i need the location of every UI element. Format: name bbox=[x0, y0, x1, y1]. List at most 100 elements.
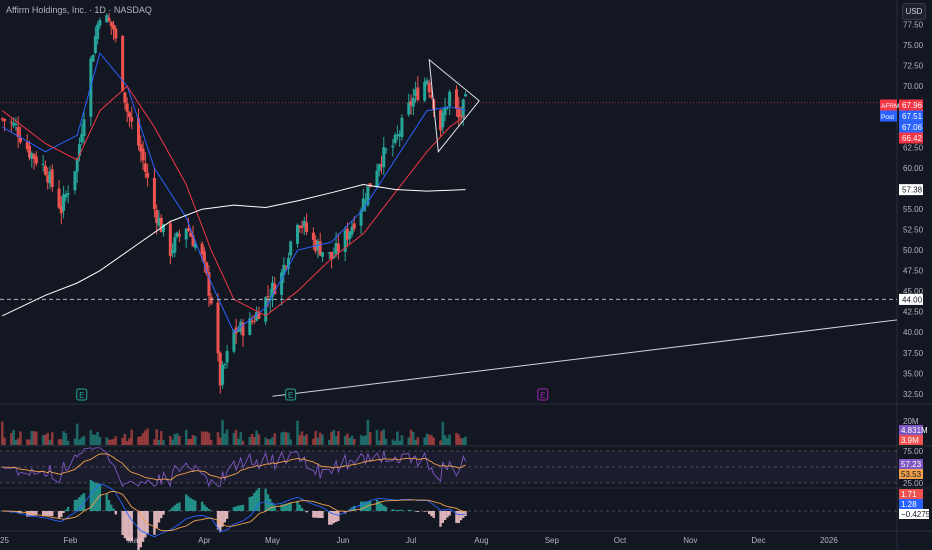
macd-histogram-bar bbox=[250, 496, 254, 511]
macd-histogram-bar bbox=[26, 511, 29, 517]
macd-histogram-bar bbox=[255, 490, 258, 511]
volume-bar bbox=[50, 432, 54, 445]
candle-body bbox=[218, 352, 222, 386]
x-tick-label: 2025 bbox=[0, 536, 9, 545]
candle-body bbox=[175, 232, 179, 237]
volume-bar bbox=[302, 435, 306, 445]
candle-body bbox=[427, 82, 431, 93]
volume-bar bbox=[255, 430, 258, 445]
macd-histogram-bar bbox=[76, 499, 79, 511]
macd-line bbox=[2, 483, 466, 538]
volume-bar bbox=[234, 429, 238, 445]
macd-histogram-bar bbox=[162, 511, 165, 515]
volume-bar bbox=[153, 439, 156, 445]
volume-bar bbox=[334, 436, 338, 445]
macd-histogram-bar bbox=[205, 507, 208, 511]
candle-body bbox=[189, 232, 193, 237]
volume-bar bbox=[459, 438, 463, 445]
candle-body bbox=[409, 101, 413, 106]
price-label bbox=[899, 184, 923, 196]
candle-body bbox=[223, 364, 227, 366]
macd-histogram-bar bbox=[80, 494, 83, 511]
candle-body bbox=[382, 147, 386, 168]
candle-body bbox=[302, 220, 306, 227]
candle-body bbox=[143, 163, 147, 172]
volume-bar bbox=[98, 436, 102, 445]
volume-bar bbox=[384, 438, 388, 445]
macd-histogram-bar bbox=[375, 499, 379, 511]
volume-bar bbox=[189, 438, 193, 445]
candle-body bbox=[348, 231, 352, 239]
macd-histogram-bar bbox=[123, 511, 127, 539]
histogram-label bbox=[899, 509, 929, 519]
candle-body bbox=[464, 94, 468, 97]
volume-bar bbox=[287, 432, 290, 445]
macd-signal-line bbox=[2, 490, 466, 532]
macd-histogram-bar bbox=[393, 510, 397, 511]
macd-histogram-bar bbox=[89, 480, 93, 511]
candle-body bbox=[448, 91, 452, 107]
x-tick-label: Oct bbox=[614, 536, 627, 545]
macd-histogram-bar bbox=[112, 508, 115, 511]
macd-histogram-bar bbox=[378, 501, 381, 511]
candle-body bbox=[105, 15, 109, 23]
moving-average-line bbox=[2, 183, 466, 317]
volume-bar bbox=[364, 435, 367, 445]
volume-bar bbox=[96, 431, 99, 445]
volume-bar bbox=[346, 433, 349, 445]
volume-bar bbox=[218, 437, 222, 445]
volume-bar bbox=[343, 435, 347, 445]
volume-bar bbox=[41, 435, 45, 445]
volume-bar bbox=[330, 431, 333, 445]
macd-histogram-bar bbox=[169, 509, 172, 511]
macd-histogram-bar bbox=[200, 501, 204, 511]
macd-histogram-bar bbox=[160, 511, 163, 519]
volume-bar bbox=[19, 431, 22, 445]
candle-body bbox=[146, 172, 150, 178]
candle-body bbox=[273, 283, 277, 295]
macd-histogram-bar bbox=[128, 511, 131, 541]
macd-histogram-bar bbox=[257, 487, 261, 511]
currency-button[interactable]: USD bbox=[902, 3, 926, 20]
candle-body bbox=[411, 97, 415, 107]
candle-body bbox=[152, 178, 156, 210]
volume-bar bbox=[409, 429, 413, 445]
y-tick-label: 50.00 bbox=[903, 246, 924, 255]
volume-bar bbox=[105, 437, 109, 445]
volume-bar bbox=[216, 432, 220, 445]
y-tick-label: 35.00 bbox=[903, 369, 924, 378]
price-label-text: 67.51 bbox=[902, 112, 923, 121]
volume-bar bbox=[266, 439, 270, 445]
candle-body bbox=[305, 222, 309, 233]
y-tick-label: 75.00 bbox=[903, 41, 924, 50]
macd-label bbox=[899, 489, 923, 499]
volume-bar bbox=[207, 432, 211, 445]
candle-body bbox=[207, 271, 211, 296]
macd-histogram-bar bbox=[146, 511, 149, 534]
candle-body bbox=[93, 36, 97, 53]
macd-histogram-bar bbox=[78, 496, 81, 511]
macd-histogram-bar bbox=[400, 509, 404, 511]
candle-body bbox=[395, 134, 399, 137]
volume-bar bbox=[73, 438, 77, 445]
price-label-text: 67.96 bbox=[902, 101, 923, 110]
macd-histogram-bar bbox=[296, 500, 299, 511]
volume-bar bbox=[253, 436, 256, 445]
x-tick-label: Nov bbox=[683, 536, 697, 545]
candle-body bbox=[241, 322, 245, 336]
volume-bar bbox=[173, 434, 177, 445]
volume-bar bbox=[441, 421, 445, 445]
macd-histogram-bar bbox=[46, 511, 49, 516]
volume-bar bbox=[318, 432, 322, 445]
candle-body bbox=[73, 171, 77, 191]
candle-body bbox=[59, 205, 63, 214]
candle-body bbox=[91, 55, 95, 62]
macd-histogram-bar bbox=[94, 482, 97, 511]
y-tick-label: 60.00 bbox=[903, 164, 924, 173]
macd-histogram-bar bbox=[430, 511, 433, 517]
macd-histogram-bar bbox=[155, 511, 158, 528]
volume-bar bbox=[44, 434, 47, 445]
price-label bbox=[899, 99, 923, 111]
volume-bar bbox=[223, 433, 227, 445]
